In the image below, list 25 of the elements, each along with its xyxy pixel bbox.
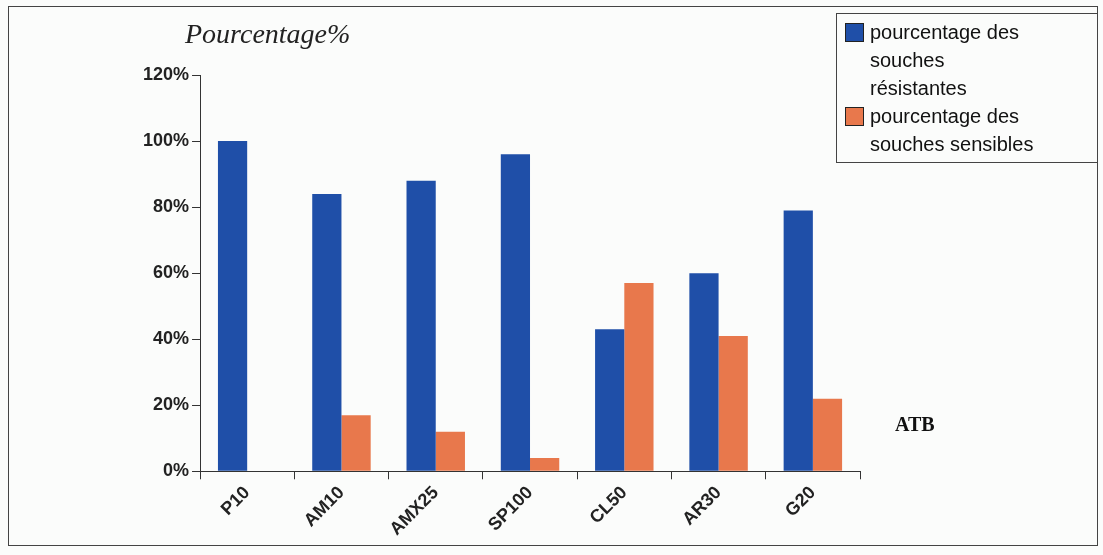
legend-label: pourcentage des souches sensibles [870,104,1035,157]
bar [783,210,813,471]
x-tick-label: P10 [216,482,254,519]
bar [217,141,248,471]
y-tick-label: 0% [163,460,190,481]
y-axis-title: Pourcentage% [185,18,351,50]
y-tick-label: 40% [153,328,190,349]
bar [341,415,371,471]
x-axis-title: ATB [895,413,935,436]
x-tick-label: G20 [781,482,820,521]
bar [530,458,560,471]
y-tick-label: 120% [142,63,190,84]
y-tick-label: 60% [153,262,190,283]
y-tick-label: 20% [153,394,190,415]
bar [435,431,465,471]
bar [500,154,531,471]
bar [689,273,719,471]
bar [595,329,625,471]
bar [812,398,843,471]
bar [718,335,748,471]
bar [624,283,654,471]
bar [312,193,342,471]
y-tick-label: 100% [142,130,190,151]
bar [406,180,436,471]
y-tick-label: 80% [153,196,190,217]
